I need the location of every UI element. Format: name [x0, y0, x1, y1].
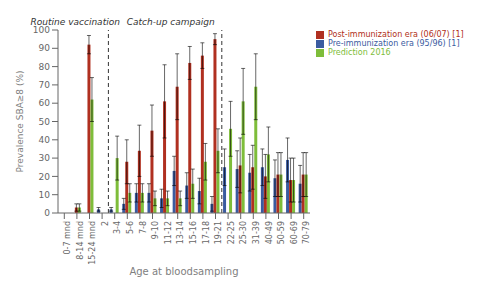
svg-text:Catch-up campaign: Catch-up campaign [127, 17, 215, 27]
svg-text:30: 30 [39, 153, 51, 163]
svg-text:Routine vaccination: Routine vaccination [31, 17, 121, 27]
svg-text:7-8: 7-8 [139, 221, 148, 234]
svg-text:10: 10 [39, 190, 51, 200]
svg-text:50: 50 [39, 117, 51, 127]
svg-text:70-79: 70-79 [302, 221, 311, 244]
svg-text:11-12: 11-12 [164, 221, 173, 244]
svg-text:70: 70 [39, 80, 51, 90]
svg-text:5-6: 5-6 [126, 221, 135, 234]
svg-text:Age at bloodsampling: Age at bloodsampling [129, 266, 238, 277]
svg-text:50-59: 50-59 [277, 221, 286, 244]
svg-text:20: 20 [39, 172, 51, 182]
svg-text:80: 80 [39, 62, 51, 72]
svg-text:19-21: 19-21 [214, 221, 223, 244]
html-text:Prediction 2016: Prediction 2016 [328, 48, 391, 57]
svg-text:0: 0 [44, 208, 50, 218]
svg-text:60-69: 60-69 [290, 221, 299, 244]
svg-text:0-7 mnd: 0-7 mnd [63, 221, 72, 255]
svg-text:13-14: 13-14 [176, 221, 185, 244]
html-text:Pre-immunization era (95/96) [: Pre-immunization era (95/96) [1] [328, 39, 460, 48]
html-text:Post-immunization era (06/07): Post-immunization era (06/07) [1] [328, 30, 464, 39]
svg-text:60: 60 [39, 98, 51, 108]
svg-text:40-49: 40-49 [265, 221, 274, 244]
svg-text:Prevalence SBA≥8 (%): Prevalence SBA≥8 (%) [15, 71, 25, 173]
svg-text:15-24 mnd: 15-24 mnd [88, 221, 97, 265]
svg-text:9-10: 9-10 [151, 221, 160, 239]
svg-text:90: 90 [39, 43, 51, 53]
svg-text:8-14 mnd: 8-14 mnd [76, 221, 85, 260]
svg-text:25-30: 25-30 [239, 221, 248, 244]
svg-text:15-16: 15-16 [189, 221, 198, 244]
svg-text:2: 2 [101, 221, 110, 226]
svg-text:3-4: 3-4 [113, 221, 122, 234]
svg-text:31-39: 31-39 [252, 221, 261, 244]
svg-text:100: 100 [32, 25, 50, 36]
svg-text:17-18: 17-18 [202, 221, 211, 244]
svg-text:40: 40 [39, 135, 51, 145]
svg-text:22-25: 22-25 [227, 221, 236, 244]
